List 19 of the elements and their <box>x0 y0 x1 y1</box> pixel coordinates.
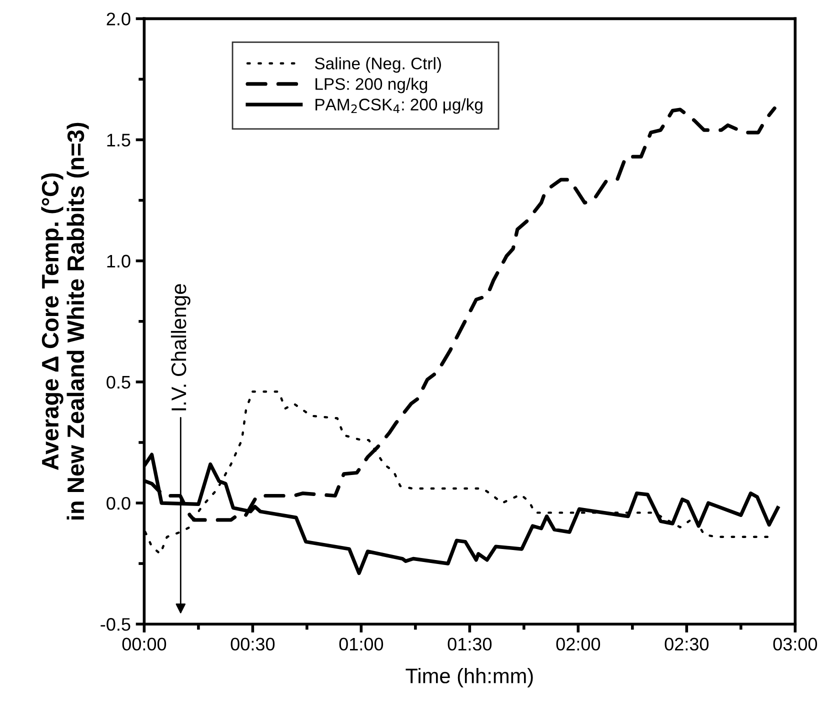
y-tick-label: 0.5 <box>106 376 130 389</box>
legend-label: PAM$_{2}$CSK$_{4}$: 200 μg/kg <box>316 98 482 114</box>
x-tick-label: 03:00 <box>773 638 818 651</box>
legend-label: Saline (Neg. Ctrl) <box>314 57 441 73</box>
y-axis-title: Average Δ Core Temp. (°C) in New Zealand White Rabbits (n=3) <box>41 122 89 520</box>
x-tick-label: 00:30 <box>230 638 275 651</box>
legend-label: LPS: 200 ng/kg <box>316 78 428 94</box>
x-tick-label: 01:00 <box>339 638 384 651</box>
x-tick-label: 02:30 <box>664 638 709 651</box>
y-tick-label: 1.0 <box>107 254 130 268</box>
y-tick-label: 2.0 <box>106 12 130 26</box>
annotation: I.V. Challenge <box>170 284 190 410</box>
y-tick-label: -0.5 <box>100 618 130 631</box>
x-tick-label: 01:30 <box>448 638 492 651</box>
x-tick-label: 02:00 <box>556 638 600 651</box>
x-tick-label: 00:00 <box>122 638 166 651</box>
y-tick-label: 0.0 <box>106 496 130 510</box>
y-tick-label: 1.5 <box>107 134 130 146</box>
x-axis-title: Time (hh:mm) <box>406 668 533 688</box>
